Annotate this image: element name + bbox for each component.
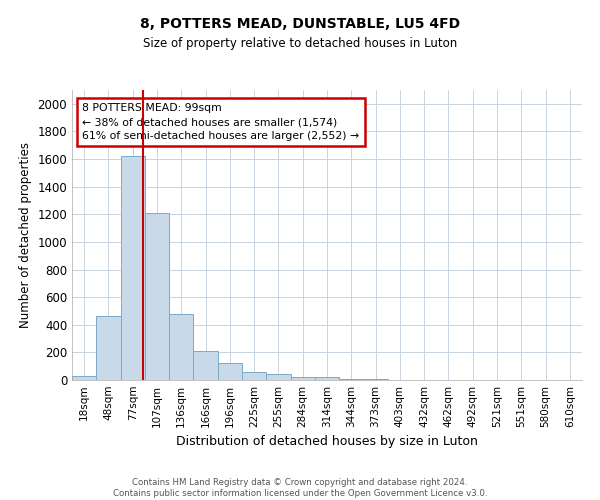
Bar: [96, 316, 121, 380]
Bar: [218, 364, 242, 380]
Text: 8 POTTERS MEAD: 99sqm
← 38% of detached houses are smaller (1,574)
61% of semi-d: 8 POTTERS MEAD: 99sqm ← 38% of detached …: [82, 103, 359, 141]
Text: Contains HM Land Registry data © Crown copyright and database right 2024.
Contai: Contains HM Land Registry data © Crown c…: [113, 478, 487, 498]
Bar: [242, 372, 266, 380]
Bar: [290, 376, 315, 380]
Bar: [72, 376, 96, 380]
Bar: [315, 377, 339, 380]
Bar: [121, 156, 145, 380]
Bar: [339, 378, 364, 380]
Bar: [193, 351, 218, 380]
Bar: [266, 374, 290, 380]
X-axis label: Distribution of detached houses by size in Luton: Distribution of detached houses by size …: [176, 436, 478, 448]
Text: Size of property relative to detached houses in Luton: Size of property relative to detached ho…: [143, 38, 457, 51]
Bar: [169, 314, 193, 380]
Text: 8, POTTERS MEAD, DUNSTABLE, LU5 4FD: 8, POTTERS MEAD, DUNSTABLE, LU5 4FD: [140, 18, 460, 32]
Y-axis label: Number of detached properties: Number of detached properties: [19, 142, 32, 328]
Bar: [145, 213, 169, 380]
